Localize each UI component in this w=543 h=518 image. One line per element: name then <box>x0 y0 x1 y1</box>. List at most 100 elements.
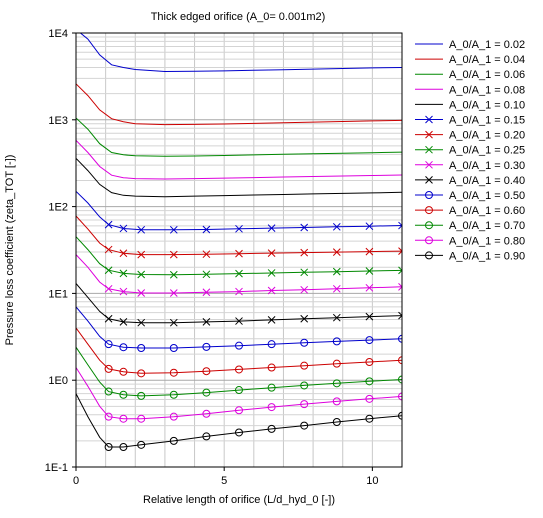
marker-x <box>365 312 374 321</box>
series-line <box>76 190 402 231</box>
marker-circle <box>169 368 178 377</box>
marker-x <box>300 285 309 294</box>
legend-label: A_0/A_1 = 0.50 <box>449 190 525 202</box>
marker-x <box>169 250 178 259</box>
marker-x <box>202 288 211 297</box>
series-line <box>76 393 402 448</box>
x-tick-label: 10 <box>366 475 378 487</box>
legend-item: A_0/A_1 = 0.04 <box>415 54 525 66</box>
series-line <box>76 139 402 180</box>
y-tick-label: 1E-1 <box>45 462 68 474</box>
series-line <box>76 117 402 157</box>
marker-x <box>235 269 243 278</box>
marker-x <box>169 225 178 234</box>
x-tick-label: 0 <box>73 475 79 487</box>
series-7 <box>76 236 402 279</box>
marker-x <box>365 247 374 256</box>
marker-x <box>267 286 276 295</box>
marker-x <box>267 224 276 232</box>
series-line <box>76 283 402 324</box>
marker-x <box>332 222 341 231</box>
legend-item: A_0/A_1 = 0.60 <box>415 205 525 217</box>
marker-x <box>202 225 211 234</box>
series-line <box>76 83 402 126</box>
series-line <box>76 254 402 294</box>
marker-x <box>104 220 113 229</box>
marker-circle <box>235 341 243 350</box>
marker-x <box>332 248 341 256</box>
marker-x <box>119 318 128 326</box>
marker-x <box>104 266 113 275</box>
series-5 <box>76 190 402 234</box>
marker-circle <box>425 251 433 260</box>
legend-label: A_0/A_1 = 0.02 <box>449 39 525 51</box>
series-line <box>79 33 402 73</box>
y-axis-ticks: 1E-1 1E0 1E1 1E2 1E3 1E4 <box>45 28 76 474</box>
x-axis-ticks: 0 5 10 <box>73 467 378 487</box>
legend-item: A_0/A_1 = 0.20 <box>415 130 525 142</box>
marker-x <box>267 249 276 257</box>
marker-circle <box>104 387 113 396</box>
legend-label: A_0/A_1 = 0.10 <box>449 99 525 111</box>
marker-circle <box>235 386 243 395</box>
series-12 <box>76 346 402 400</box>
marker-circle <box>235 365 243 374</box>
series-line <box>76 367 402 420</box>
series-line <box>76 215 402 256</box>
series-line <box>76 157 402 198</box>
marker-x <box>202 318 211 326</box>
marker-circle <box>169 412 178 421</box>
marker-circle <box>137 369 146 378</box>
legend-label: A_0/A_1 = 0.15 <box>449 115 525 127</box>
marker-circle <box>202 342 211 351</box>
marker-circle <box>137 343 146 352</box>
marker-circle <box>104 412 113 421</box>
marker-circle <box>202 409 211 418</box>
marker-circle <box>267 363 276 372</box>
marker-circle <box>332 359 341 368</box>
marker-x <box>365 267 374 275</box>
legend-item: A_0/A_1 = 0.70 <box>415 220 525 232</box>
series-13 <box>76 367 402 423</box>
marker-circle <box>398 411 402 420</box>
marker-x <box>104 245 113 254</box>
marker-circle <box>169 343 178 352</box>
marker-x <box>235 317 243 325</box>
marker-circle <box>332 397 341 406</box>
marker-x <box>235 287 243 296</box>
marker-circle <box>137 414 146 423</box>
marker-circle <box>398 392 402 401</box>
legend-item: A_0/A_1 = 0.10 <box>415 99 525 111</box>
marker-x <box>425 115 433 124</box>
y-tick-label: 1E1 <box>48 288 68 300</box>
legend-label: A_0/A_1 = 0.90 <box>449 250 525 262</box>
marker-circle <box>267 424 276 433</box>
marker-x <box>137 225 146 234</box>
series-line <box>76 236 402 276</box>
series-4 <box>76 157 402 198</box>
marker-x <box>235 224 243 233</box>
marker-circle <box>398 375 402 384</box>
marker-circle <box>300 361 309 370</box>
marker-x <box>267 269 276 277</box>
legend-label: A_0/A_1 = 0.25 <box>449 145 525 157</box>
series-14 <box>76 393 402 451</box>
marker-x <box>119 269 128 278</box>
marker-circle <box>300 381 309 390</box>
marker-circle <box>425 191 433 199</box>
legend-label: A_0/A_1 = 0.04 <box>449 54 525 66</box>
y-tick-label: 1E4 <box>48 28 68 40</box>
marker-circle <box>365 336 374 345</box>
legend-item: A_0/A_1 = 0.08 <box>415 84 525 96</box>
marker-circle <box>300 421 309 430</box>
marker-circle <box>137 440 146 449</box>
y-axis-label: Pressure loss coefficient (zeta_TOT [-]) <box>4 155 16 346</box>
marker-circle <box>202 388 211 397</box>
legend-label: A_0/A_1 = 0.70 <box>449 220 525 232</box>
marker-x <box>119 287 128 296</box>
marker-x <box>137 270 146 279</box>
marker-circle <box>300 338 309 347</box>
legend-label: A_0/A_1 = 0.60 <box>449 205 525 217</box>
marker-x <box>300 268 309 277</box>
chart-grid <box>75 33 403 468</box>
